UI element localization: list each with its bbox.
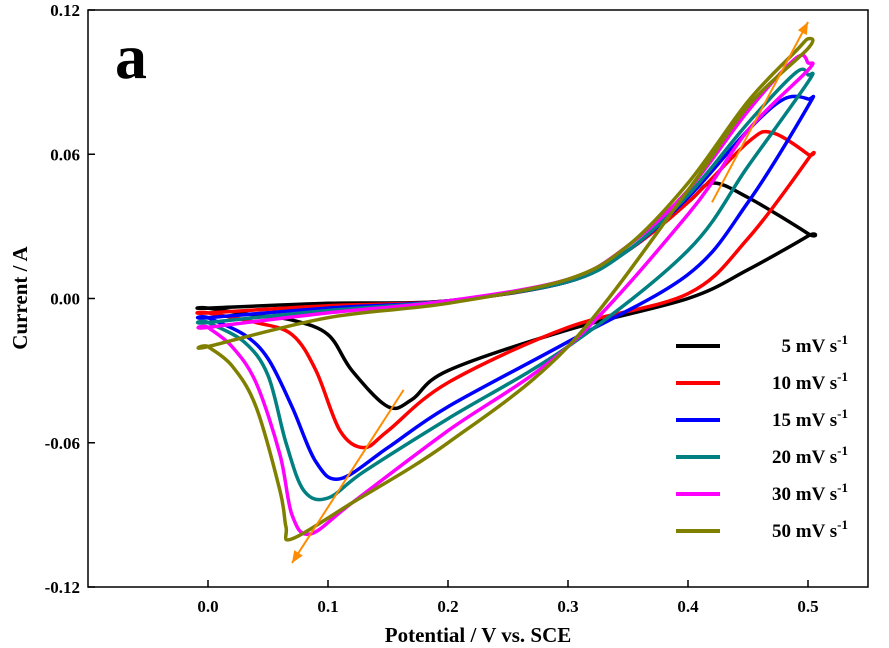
cv-curves <box>195 36 818 542</box>
cv-curve-4 <box>195 67 815 502</box>
x-tick-label: 0.5 <box>797 597 818 616</box>
y-tick-label: 0.06 <box>50 145 80 164</box>
x-tick-label: 0.3 <box>557 597 578 616</box>
legend-label: 10 mV s-1 <box>772 369 848 394</box>
legend-label: 5 mV s-1 <box>782 332 848 357</box>
axis-ticks: 0.0 0.1 0.2 0.3 0.4 0.5 -0.12 -0.06 0.00 0.06 0.12 <box>45 1 819 616</box>
x-axis-label: Potential / V vs. SCE <box>385 623 572 647</box>
y-axis-label: Current / A <box>8 245 32 349</box>
y-tick-label: -0.06 <box>45 434 80 453</box>
cv-curve-6 <box>196 36 815 542</box>
legend: 5 mV s-1 10 mV s-1 15 mV s-1 20 mV s-1 30 mV… <box>676 332 848 542</box>
legend-label: 20 mV s-1 <box>772 443 848 468</box>
x-tick-label: 0.1 <box>317 597 338 616</box>
legend-label: 15 mV s-1 <box>772 406 848 431</box>
trend-arrow-line <box>711 21 809 203</box>
trend-arrow-head <box>797 22 808 35</box>
trend-arrow-head <box>292 550 303 563</box>
x-tick-label: 0.2 <box>437 597 458 616</box>
trend-arrows <box>291 21 809 564</box>
y-tick-label: 0.00 <box>50 290 80 309</box>
legend-label: 30 mV s-1 <box>772 480 848 505</box>
panel-label: a <box>115 21 147 92</box>
x-tick-label: 0.4 <box>677 597 699 616</box>
trend-arrow-line <box>291 389 405 564</box>
y-tick-label: 0.12 <box>50 1 80 20</box>
y-tick-label: -0.12 <box>45 578 80 597</box>
legend-label: 50 mV s-1 <box>772 517 848 542</box>
x-tick-label: 0.0 <box>197 597 218 616</box>
